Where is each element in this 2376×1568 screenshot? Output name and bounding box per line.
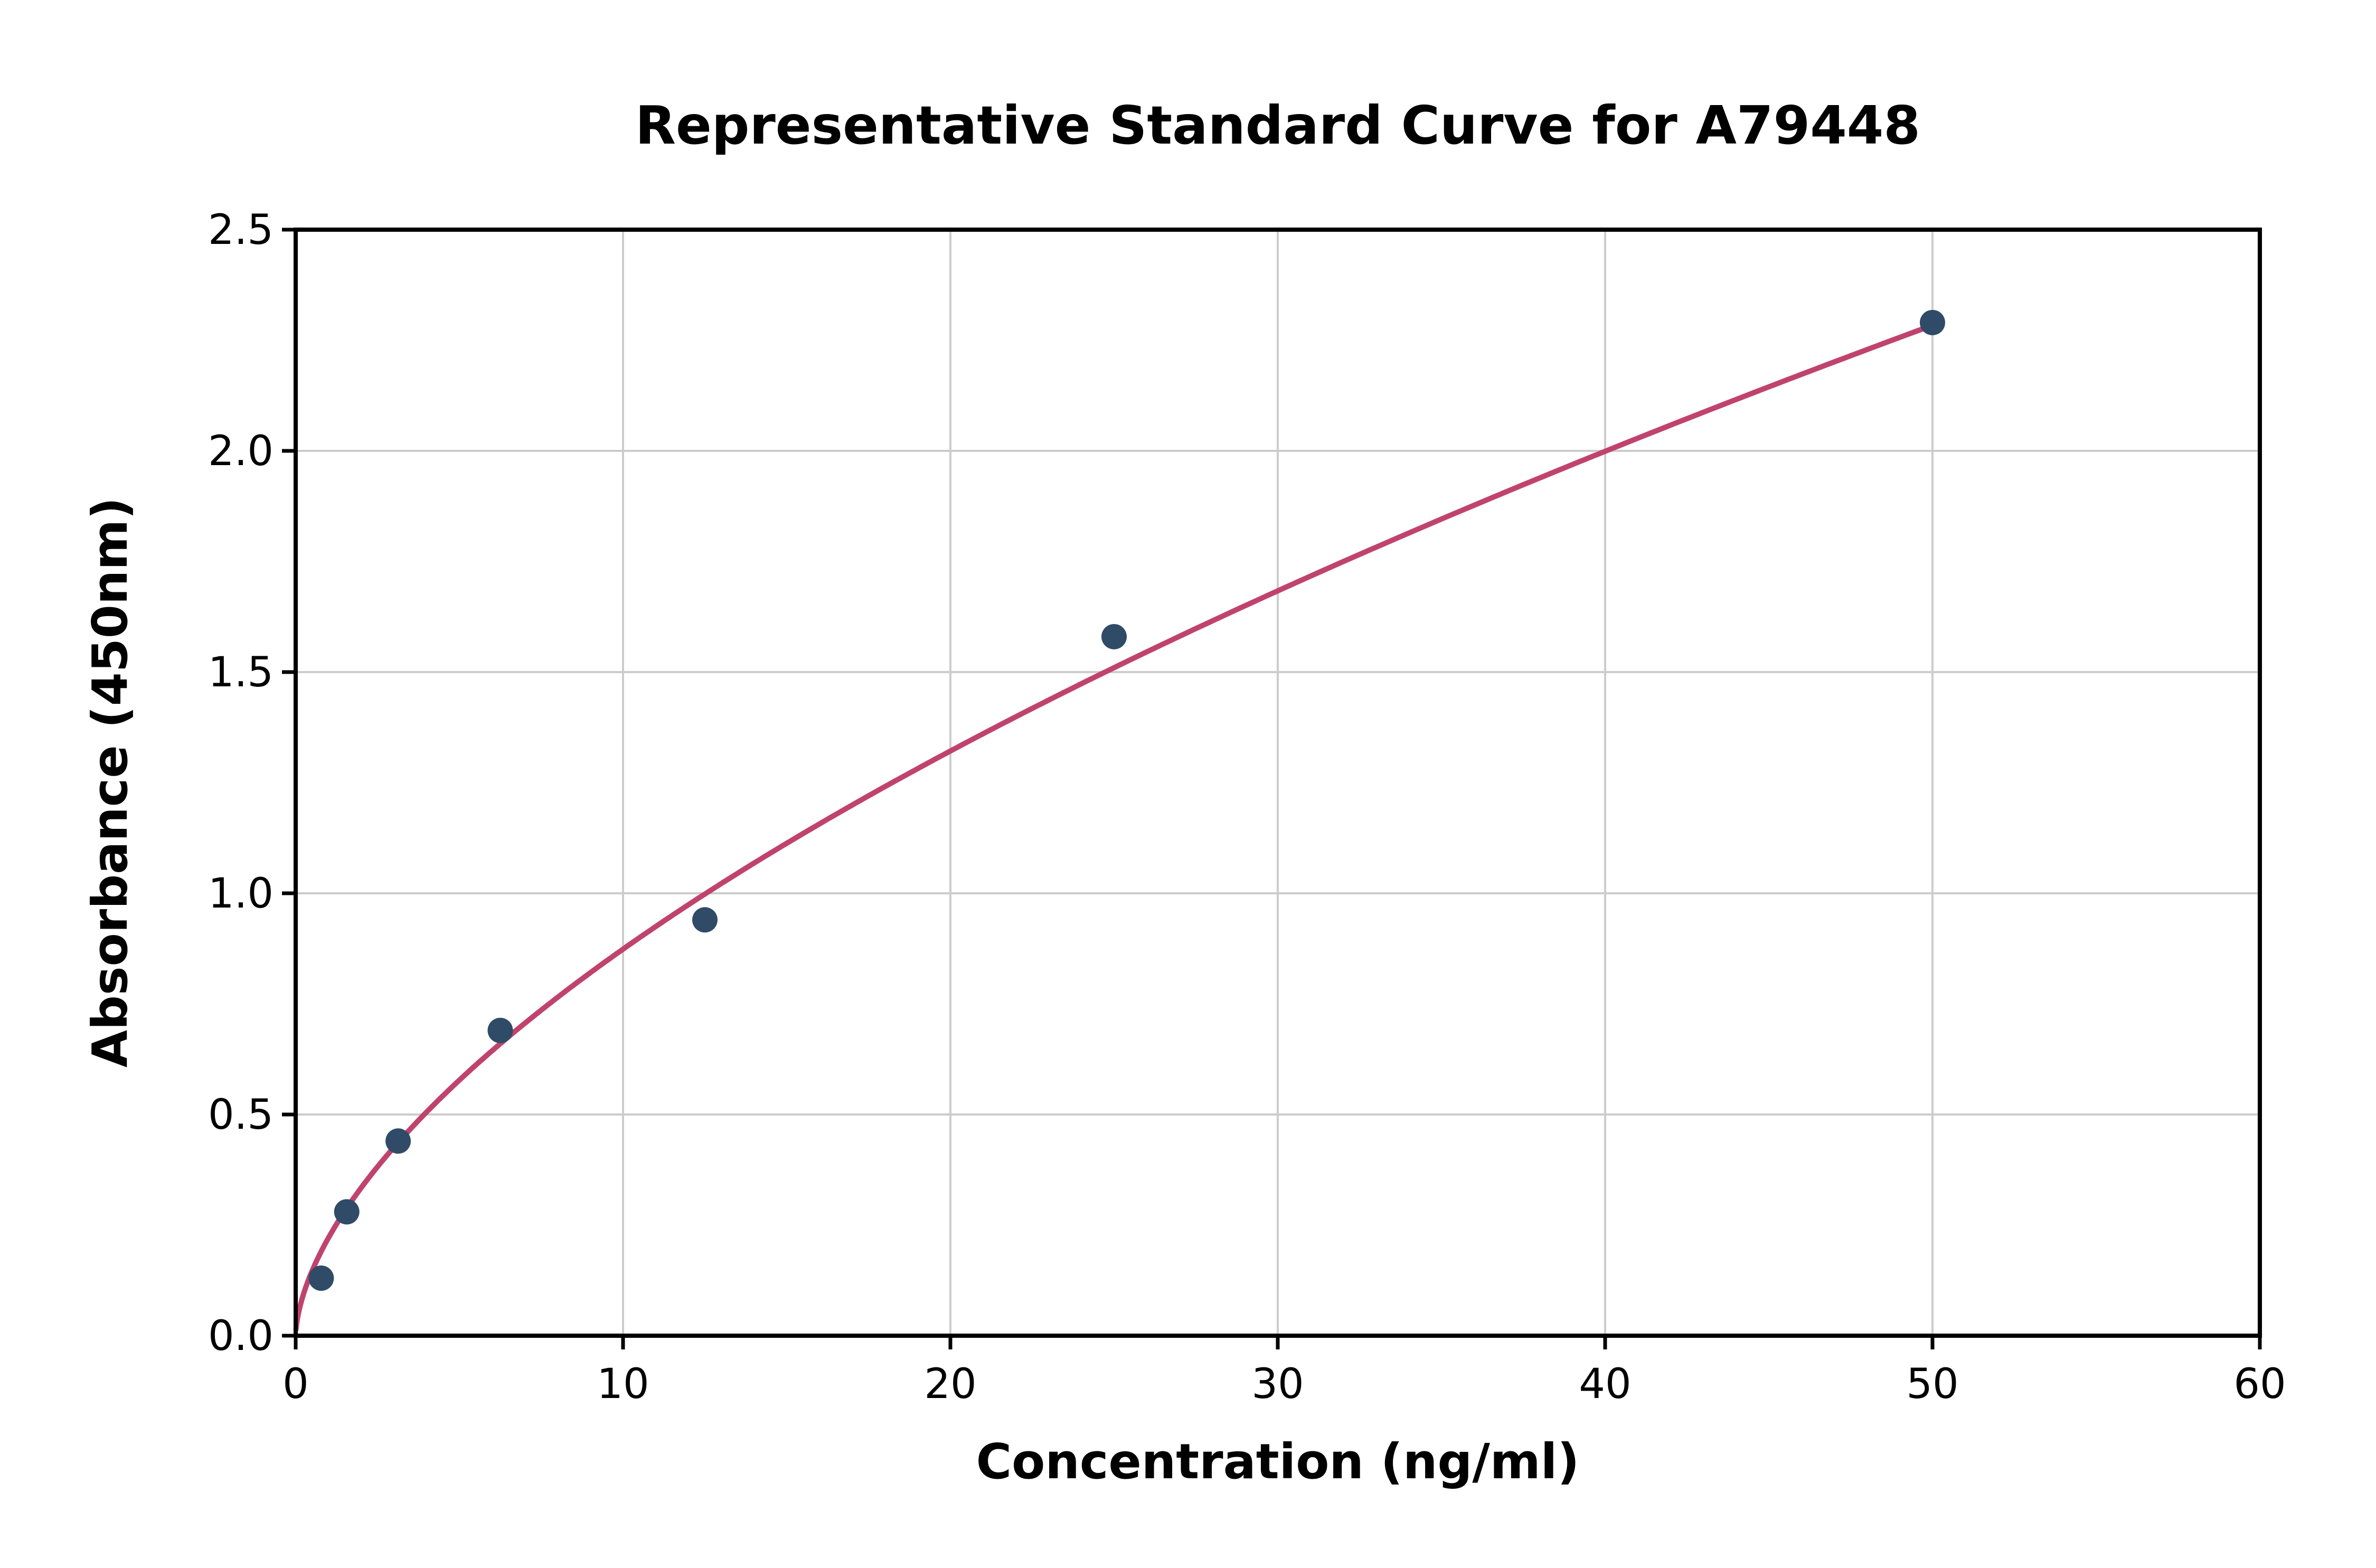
- plot-border: [294, 228, 2262, 1338]
- data-point: [308, 1265, 334, 1291]
- y-tick-label: 1.0: [208, 870, 274, 918]
- data-point: [487, 1017, 513, 1043]
- y-tick-label: 0.5: [208, 1091, 274, 1139]
- x-tick-label: 50: [1906, 1361, 1958, 1408]
- gridlines: [296, 229, 2261, 1336]
- y-axis-label: Absorbance (450nm): [82, 497, 138, 1068]
- chart-title: Representative Standard Curve for A79448: [635, 95, 1920, 156]
- x-tick-label: 60: [2233, 1361, 2286, 1408]
- data-point: [334, 1199, 360, 1225]
- fit-curve: [293, 323, 1935, 1333]
- y-tick-label: 1.5: [208, 649, 274, 696]
- data-points: [308, 309, 1945, 1291]
- x-tick-label: 0: [282, 1361, 309, 1408]
- y-tick-label: 0.0: [208, 1312, 274, 1360]
- data-point: [1101, 624, 1127, 649]
- x-axis-label: Concentration (ng/ml): [976, 1433, 1580, 1490]
- axis-ticks: [282, 228, 2262, 1349]
- data-point: [1920, 309, 1945, 335]
- x-tick-label: 10: [597, 1361, 649, 1408]
- x-tick-label: 30: [1251, 1361, 1304, 1408]
- data-point: [692, 907, 718, 933]
- data-point: [385, 1128, 411, 1154]
- y-tick-label: 2.0: [208, 428, 274, 475]
- x-tick-label: 40: [1579, 1361, 1631, 1408]
- x-tick-label: 20: [924, 1361, 976, 1408]
- tick-labels: 0 10 20 30 40 50 60 0.0 0.5 1.0 1.5 2.0 2.5: [208, 206, 2286, 1408]
- y-tick-label: 2.5: [208, 206, 274, 254]
